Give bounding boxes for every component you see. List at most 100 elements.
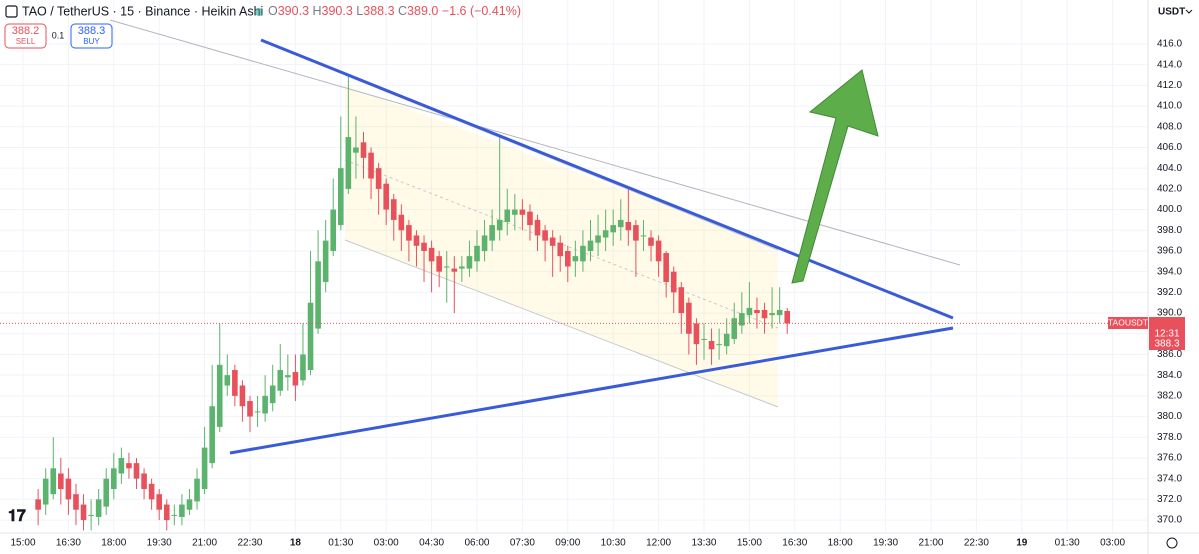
x-tick-label: 03:00 [374, 538, 399, 549]
candle-body [269, 385, 276, 404]
candle-body [625, 221, 632, 231]
settings-icon[interactable] [1166, 537, 1178, 549]
x-tick-label: 09:00 [555, 538, 580, 549]
candle-body [686, 302, 692, 334]
x-tick-label: 10:30 [601, 538, 626, 549]
y-tick-label: 370.0 [1157, 515, 1182, 526]
candle-body [587, 240, 594, 251]
candle-body [224, 375, 231, 386]
candle-body [315, 261, 321, 329]
ohlc-readout: O390.3 H390.3 L388.3 C389.0 −1.6 (−0.41%… [268, 4, 521, 18]
candle-body [428, 247, 435, 262]
candle-body [118, 457, 125, 474]
candle-body [216, 364, 223, 427]
candle-body [519, 209, 526, 215]
y-tick-label: 372.0 [1157, 494, 1182, 505]
y-tick-label: 380.0 [1157, 411, 1182, 422]
candle-body [580, 245, 586, 262]
candle-body [35, 499, 41, 510]
y-tick-label: 396.0 [1157, 246, 1182, 257]
candle-body [572, 256, 579, 262]
candle-body [307, 302, 314, 370]
candle-body [232, 369, 238, 396]
symbol-tag [1108, 317, 1148, 329]
x-tick-label: 07:30 [510, 538, 535, 549]
x-tick-label: 19 [1016, 538, 1028, 549]
y-tick-label: 394.0 [1157, 266, 1182, 277]
candle-body [678, 287, 685, 314]
candle-body [285, 375, 291, 378]
candle-body [239, 385, 246, 407]
candle-body [262, 395, 268, 414]
candle-body [345, 137, 352, 189]
candle-body [436, 256, 442, 272]
candle-body [617, 219, 624, 228]
ohlc-value: 388.3 [363, 4, 394, 18]
x-tick-label: 22:30 [964, 538, 989, 549]
y-tick-label: 408.0 [1157, 121, 1182, 132]
candle-body [179, 504, 185, 517]
candle-body [413, 235, 420, 246]
candle-body [739, 313, 745, 326]
candle-body [731, 318, 738, 339]
candle-body [776, 309, 783, 316]
x-tick-label: 01:30 [1055, 538, 1080, 549]
candle-body [701, 338, 707, 340]
candle-body [103, 478, 110, 507]
y-tick-label: 412.0 [1157, 80, 1182, 91]
candle-body [141, 473, 147, 490]
ohlc-key: H [313, 4, 322, 18]
support-line [229, 326, 954, 455]
candle-body [557, 242, 564, 257]
candle-body [602, 230, 609, 238]
change: −1.6 (−0.41%) [442, 4, 521, 18]
spread: 0.1 [52, 30, 65, 40]
ohlc-value: 390.3 [322, 4, 353, 18]
candle-body [73, 494, 79, 510]
candle-body [754, 309, 760, 314]
symbol-icon [5, 5, 18, 18]
y-tick-label: 398.0 [1157, 225, 1182, 236]
y-tick-label: 374.0 [1157, 473, 1182, 484]
candle-body [390, 199, 397, 220]
candle-body [421, 242, 427, 251]
ohlc-key: L [356, 4, 363, 18]
candle-body [201, 447, 208, 490]
last-price-tag [1149, 317, 1185, 340]
candle-body [330, 209, 337, 251]
buy-button[interactable] [70, 23, 113, 49]
market-status [255, 8, 263, 16]
candle-body [42, 478, 49, 505]
candle-body [708, 341, 715, 350]
symbol-title[interactable]: TAO / TetherUS · 15 · Binance · Heikin A… [22, 4, 263, 18]
x-tick-label: 16:30 [56, 538, 81, 549]
candle-body [58, 473, 64, 490]
candle-body [663, 253, 669, 283]
candle-body [171, 514, 178, 516]
y-tick-label: 378.0 [1157, 432, 1182, 443]
sell-button[interactable] [4, 23, 47, 49]
x-tick-label: 16:30 [782, 538, 807, 549]
candle-body [648, 237, 654, 246]
x-tick-label: 03:00 [1100, 538, 1125, 549]
x-tick-label: 15:00 [737, 538, 762, 549]
x-tick-label: 19:30 [147, 538, 172, 549]
candle-body [133, 463, 140, 479]
x-tick-label: 22:30 [237, 538, 262, 549]
candle-body [549, 237, 556, 246]
tv-logo: 𝟏𝟕 [8, 508, 26, 525]
y-tick-label: 410.0 [1157, 101, 1182, 112]
candle-body [489, 225, 495, 241]
buy-price: 388.3 [78, 25, 106, 37]
y-tick-label: 414.0 [1157, 59, 1182, 70]
y-tick-label: 404.0 [1157, 163, 1182, 174]
candle-body [655, 240, 662, 262]
candle-body [353, 147, 359, 153]
y-tick-label: 402.0 [1157, 184, 1182, 195]
y-tick-label: 390.0 [1157, 308, 1182, 319]
candle-body [496, 219, 503, 231]
candle-body [474, 245, 480, 262]
candle-body [209, 406, 215, 464]
currency-selector[interactable]: USDT [1158, 7, 1185, 18]
